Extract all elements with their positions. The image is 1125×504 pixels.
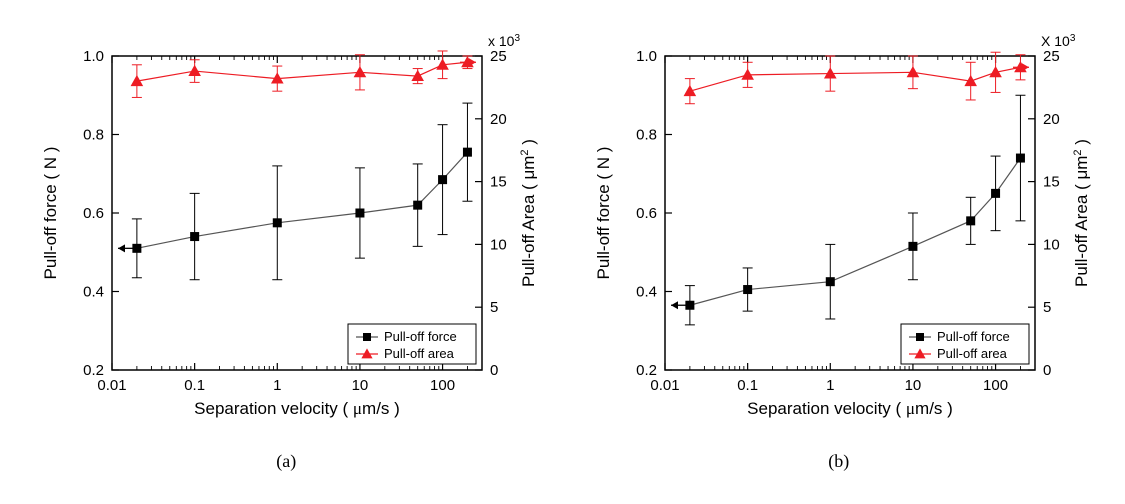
legend-force-label: Pull-off force <box>937 329 1010 344</box>
yright-tick-label: 15 <box>490 174 507 191</box>
yleft-tick-label: 1.0 <box>83 48 104 65</box>
yright-tick-label: 5 <box>490 299 498 316</box>
x-tick-label: 0.1 <box>737 377 758 394</box>
yright-tick-label: 0 <box>1043 362 1051 379</box>
legend-area-label: Pull-off area <box>937 346 1008 361</box>
x-tick-label: 100 <box>983 377 1008 394</box>
chart-b-holder: 0.010.1110100Separation velocity ( μm/s … <box>579 10 1099 445</box>
x-tick-label: 10 <box>352 377 369 394</box>
force-marker-square-icon <box>743 285 752 294</box>
legend-force-square-icon <box>363 333 371 341</box>
panel-b: 0.010.1110100Separation velocity ( μm/s … <box>579 10 1099 472</box>
yright-tick-label: 25 <box>1043 48 1060 65</box>
yleft-tick-label: 0.8 <box>83 127 104 144</box>
yleft-tick-label: 0.8 <box>636 127 657 144</box>
force-marker-square-icon <box>826 277 835 286</box>
legend-area-label: Pull-off area <box>384 346 455 361</box>
yleft-axis-label: Pull-off force ( N ) <box>41 147 60 280</box>
x-tick-label: 0.01 <box>650 377 679 394</box>
force-marker-square-icon <box>463 148 472 157</box>
x-tick-label: 0.01 <box>98 377 127 394</box>
x-tick-label: 0.1 <box>184 377 205 394</box>
yleft-tick-label: 0.6 <box>636 205 657 222</box>
force-marker-square-icon <box>190 232 199 241</box>
area-marker-triangle-icon <box>189 65 202 76</box>
yleft-tick-label: 0.4 <box>83 284 104 301</box>
force-marker-square-icon <box>685 301 694 310</box>
panel-b-label: (b) <box>579 451 1099 472</box>
x-tick-label: 100 <box>430 377 455 394</box>
x-tick-label: 10 <box>904 377 921 394</box>
area-marker-triangle-icon <box>906 66 919 77</box>
yright-tick-label: 20 <box>1043 111 1060 128</box>
figure-container: 0.010.1110100Separation velocity ( μm/s … <box>0 0 1125 472</box>
yleft-axis-label: Pull-off force ( N ) <box>594 147 613 280</box>
force-marker-square-icon <box>966 216 975 225</box>
area-marker-triangle-icon <box>741 69 754 80</box>
yright-axis-label: Pull-off Area ( μm2 ) <box>1072 139 1091 287</box>
panel-a: 0.010.1110100Separation velocity ( μm/s … <box>26 10 546 472</box>
yright-tick-label: 15 <box>1043 174 1060 191</box>
yleft-tick-label: 0.2 <box>636 362 657 379</box>
chart-b-svg: 0.010.1110100Separation velocity ( μm/s … <box>579 10 1099 440</box>
x-tick-label: 1 <box>273 377 281 394</box>
x-tick-label: 1 <box>826 377 834 394</box>
yleft-tick-label: 1.0 <box>636 48 657 65</box>
force-marker-square-icon <box>413 201 422 210</box>
x-axis-label: Separation velocity ( μm/s ) <box>194 399 400 418</box>
plot-border <box>665 56 1035 370</box>
left-arrow-head <box>671 301 678 309</box>
yright-exponent: x 103 <box>488 33 520 50</box>
left-arrow-head <box>118 244 125 252</box>
yleft-tick-label: 0.4 <box>636 284 657 301</box>
plot-border <box>112 56 482 370</box>
force-marker-square-icon <box>438 175 447 184</box>
force-marker-square-icon <box>908 242 917 251</box>
legend-force-square-icon <box>916 333 924 341</box>
yright-tick-label: 20 <box>490 111 507 128</box>
force-marker-square-icon <box>991 189 1000 198</box>
yright-tick-label: 10 <box>490 236 507 253</box>
chart-a-svg: 0.010.1110100Separation velocity ( μm/s … <box>26 10 546 440</box>
chart-a-holder: 0.010.1110100Separation velocity ( μm/s … <box>26 10 546 445</box>
area-marker-triangle-icon <box>824 67 837 78</box>
x-axis-label: Separation velocity ( μm/s ) <box>747 399 953 418</box>
yright-tick-label: 0 <box>490 362 498 379</box>
yright-axis-label: Pull-off Area ( μm2 ) <box>519 139 538 287</box>
legend-force-label: Pull-off force <box>384 329 457 344</box>
yleft-tick-label: 0.6 <box>83 205 104 222</box>
panel-a-label: (a) <box>26 451 546 472</box>
force-marker-square-icon <box>356 209 365 218</box>
yleft-tick-label: 0.2 <box>83 362 104 379</box>
area-marker-triangle-icon <box>354 66 367 77</box>
force-marker-square-icon <box>273 218 282 227</box>
force-marker-square-icon <box>1016 154 1025 163</box>
yright-tick-label: 10 <box>1043 236 1060 253</box>
yright-tick-label: 25 <box>490 48 507 65</box>
yright-tick-label: 5 <box>1043 299 1051 316</box>
yright-exponent: X 103 <box>1041 33 1076 50</box>
force-marker-square-icon <box>133 244 142 253</box>
